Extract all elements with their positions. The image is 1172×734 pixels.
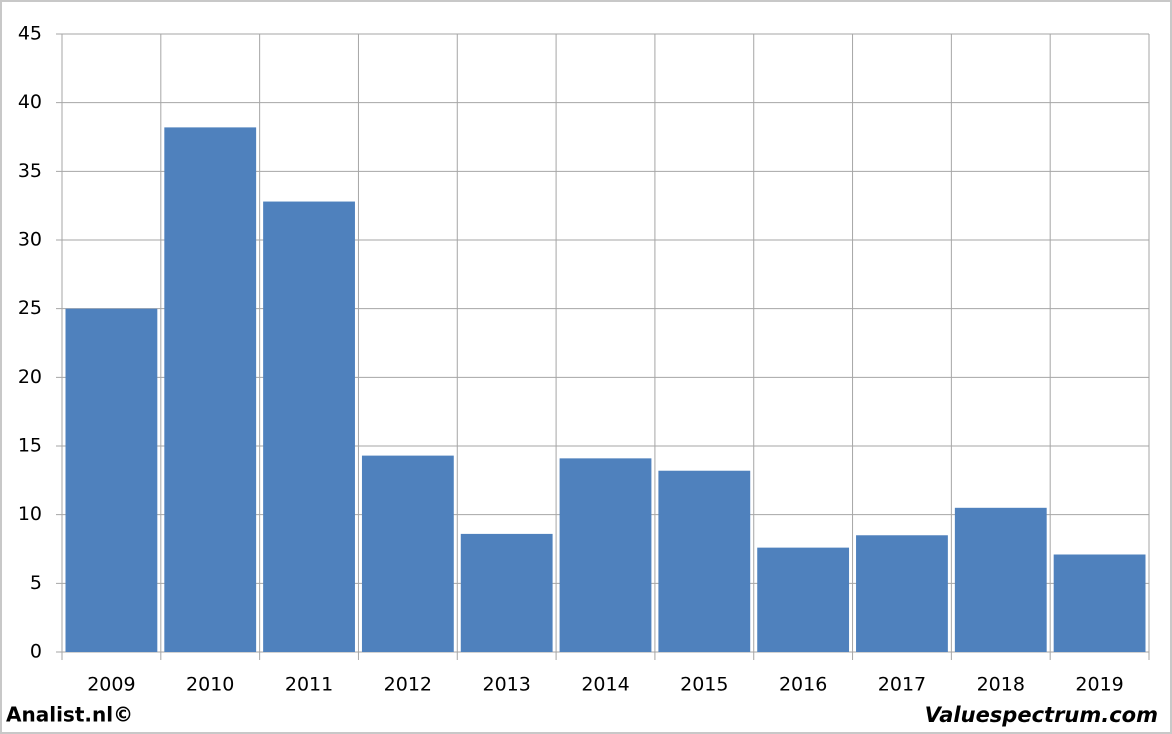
y-tick-label: 15 — [18, 435, 42, 457]
y-tick-label: 35 — [18, 160, 42, 182]
x-tick-label: 2019 — [1075, 674, 1123, 696]
y-tick-label: 40 — [18, 91, 42, 113]
bar — [856, 535, 948, 652]
y-tick-label: 25 — [18, 297, 42, 319]
bar — [954, 507, 1047, 652]
x-tick-label: 2017 — [878, 674, 926, 696]
x-tick-label: 2013 — [483, 674, 531, 696]
bar — [263, 201, 355, 652]
bar — [757, 547, 850, 652]
bar — [658, 470, 751, 652]
x-tick-label: 2016 — [779, 674, 827, 696]
y-tick-label: 0 — [30, 641, 42, 663]
bar — [559, 458, 652, 652]
y-tick-label: 10 — [18, 503, 42, 525]
x-tick-label: 2018 — [977, 674, 1025, 696]
x-tick-label: 2010 — [186, 674, 234, 696]
x-tick-label: 2015 — [680, 674, 728, 696]
bar — [460, 533, 553, 652]
y-tick-label: 20 — [18, 366, 42, 388]
y-tick-label: 30 — [18, 229, 42, 251]
y-tick-label: 45 — [18, 23, 42, 45]
bar — [361, 455, 454, 652]
x-tick-label: 2012 — [384, 674, 432, 696]
bar — [164, 127, 257, 653]
x-tick-label: 2011 — [285, 674, 333, 696]
credit-label: Valuespectrum.com — [925, 703, 1158, 727]
y-tick-label: 5 — [30, 572, 42, 594]
bar — [1053, 554, 1146, 652]
x-tick-label: 2014 — [581, 674, 629, 696]
bar — [65, 308, 158, 652]
x-tick-label: 2009 — [87, 674, 135, 696]
source-label: Analist.nl© — [6, 703, 133, 727]
